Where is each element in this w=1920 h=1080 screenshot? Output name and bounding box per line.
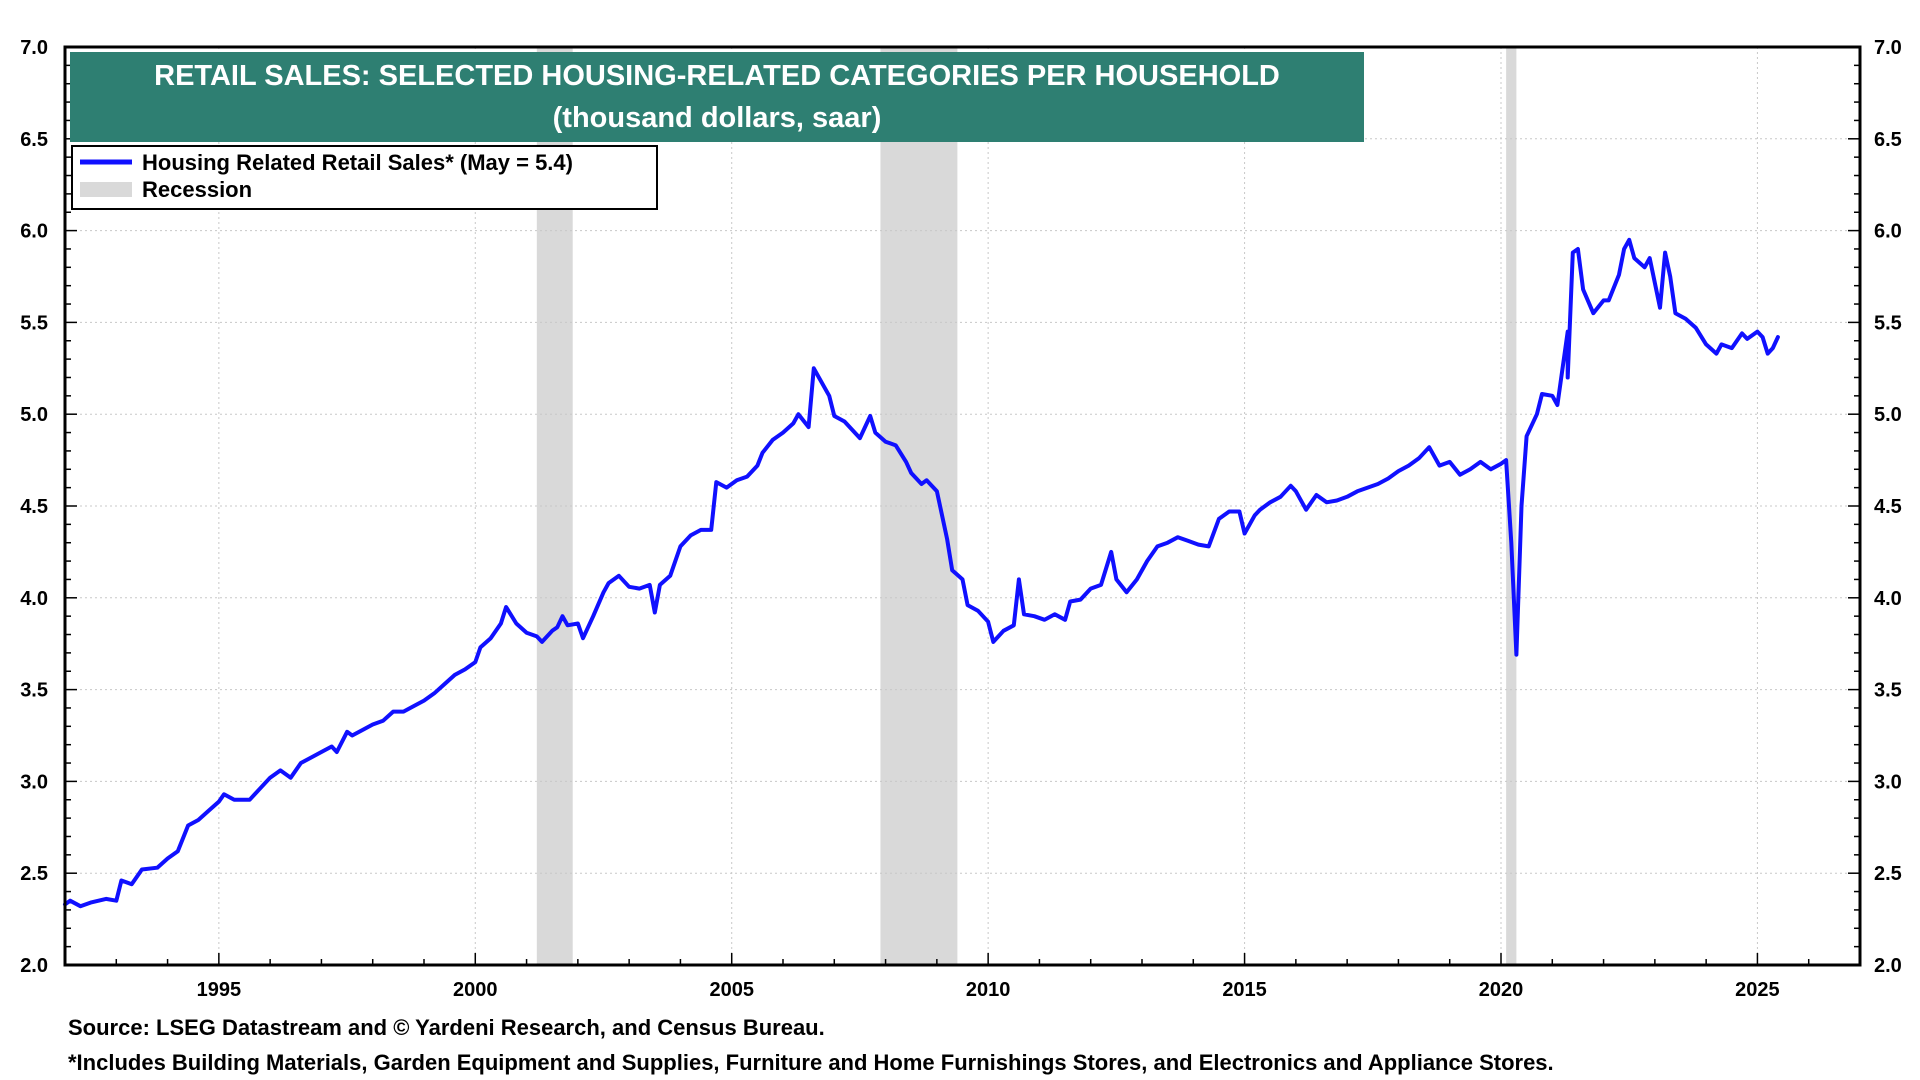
legend-series-label: Housing Related Retail Sales* (May = 5.4…	[142, 150, 573, 175]
chart-subtitle: (thousand dollars, saar)	[553, 102, 882, 134]
y-tick-label-left-0: 2.0	[20, 955, 48, 977]
y-axis-right: 2.0 2.5 3.0 3.5 4.0 4.5 5.0 5.5 6.0 6.5 7.0	[1874, 37, 1902, 977]
y-tick-label-right-10: 7.0	[1874, 37, 1902, 59]
y-tick-label-right-9: 6.5	[1874, 129, 1902, 151]
y-tick-label-left-9: 6.5	[20, 129, 48, 151]
y-tick-label-left-10: 7.0	[20, 37, 48, 59]
footnote-note: *Includes Building Materials, Garden Equ…	[68, 1050, 1554, 1075]
y-tick-label-left-3: 3.5	[20, 680, 48, 702]
y-tick-label-left-2: 3.0	[20, 771, 48, 793]
y-tick-label-right-2: 3.0	[1874, 771, 1902, 793]
legend: Housing Related Retail Sales* (May = 5.4…	[71, 145, 658, 210]
legend-box	[71, 145, 658, 210]
x-tick-label-6: 2025	[1735, 979, 1780, 1001]
x-tick-label-0: 1995	[197, 979, 242, 1001]
x-tick-label-3: 2010	[966, 979, 1011, 1001]
recession-band-1	[880, 47, 958, 965]
y-tick-label-right-5: 4.5	[1874, 496, 1902, 518]
x-tick-label-1: 2000	[453, 979, 498, 1001]
y-tick-label-left-8: 6.0	[20, 221, 48, 243]
y-tick-label-left-6: 5.0	[20, 404, 48, 426]
y-tick-label-right-1: 2.5	[1874, 863, 1902, 885]
y-tick-label-right-8: 6.0	[1874, 221, 1902, 243]
gridlines	[65, 47, 1860, 965]
y-tick-label-left-1: 2.5	[20, 863, 48, 885]
source-note: Source: LSEG Datastream and © Yardeni Re…	[68, 1015, 825, 1040]
x-axis: 1995 2000 2005 2010 2015 2020 2025	[197, 979, 1780, 1001]
y-tick-label-right-7: 5.5	[1874, 312, 1902, 334]
x-tick-label-2: 2005	[709, 979, 754, 1001]
legend-recession-label: Recession	[142, 177, 252, 202]
y-tick-label-left-5: 4.5	[20, 496, 48, 518]
title-box: RETAIL SALES: SELECTED HOUSING-RELATED C…	[70, 52, 1364, 142]
y-tick-label-right-4: 4.0	[1874, 588, 1902, 610]
series-lines	[63, 237, 1780, 909]
y-tick-label-right-6: 5.0	[1874, 404, 1902, 426]
y-tick-label-right-0: 2.0	[1874, 955, 1902, 977]
y-tick-label-right-3: 3.5	[1874, 680, 1902, 702]
y-tick-label-left-7: 5.5	[20, 312, 48, 334]
y-axis-left: 2.0 2.5 3.0 3.5 4.0 4.5 5.0 5.5 6.0 6.5 7.0	[20, 37, 48, 977]
chart-title: RETAIL SALES: SELECTED HOUSING-RELATED C…	[154, 60, 1280, 92]
legend-swatch-recession	[80, 182, 132, 197]
series-line-0	[63, 237, 1780, 909]
x-tick-label-5: 2020	[1479, 979, 1524, 1001]
x-tick-label-4: 2015	[1222, 979, 1267, 1001]
y-tick-label-left-4: 4.0	[20, 588, 48, 610]
